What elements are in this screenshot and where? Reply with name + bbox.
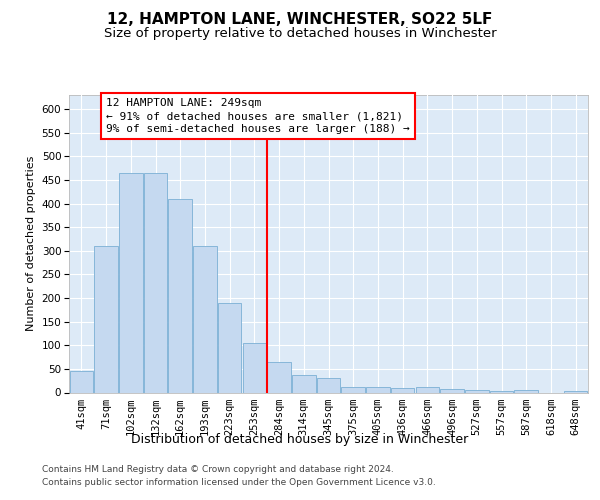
Bar bbox=[292, 375, 316, 392]
Bar bbox=[514, 390, 538, 392]
Bar bbox=[317, 378, 340, 392]
Bar bbox=[391, 388, 415, 392]
Bar bbox=[70, 371, 93, 392]
Text: Size of property relative to detached houses in Winchester: Size of property relative to detached ho… bbox=[104, 28, 496, 40]
Bar bbox=[268, 362, 291, 392]
Text: Contains HM Land Registry data © Crown copyright and database right 2024.: Contains HM Land Registry data © Crown c… bbox=[42, 466, 394, 474]
Bar bbox=[94, 246, 118, 392]
Bar bbox=[242, 343, 266, 392]
Bar bbox=[490, 391, 513, 392]
Bar bbox=[465, 390, 488, 392]
Bar bbox=[193, 246, 217, 392]
Bar bbox=[169, 199, 192, 392]
Text: 12 HAMPTON LANE: 249sqm
← 91% of detached houses are smaller (1,821)
9% of semi-: 12 HAMPTON LANE: 249sqm ← 91% of detache… bbox=[106, 98, 410, 134]
Text: Distribution of detached houses by size in Winchester: Distribution of detached houses by size … bbox=[131, 432, 469, 446]
Bar bbox=[341, 387, 365, 392]
Bar bbox=[416, 387, 439, 392]
Y-axis label: Number of detached properties: Number of detached properties bbox=[26, 156, 36, 332]
Bar bbox=[144, 173, 167, 392]
Text: 12, HAMPTON LANE, WINCHESTER, SO22 5LF: 12, HAMPTON LANE, WINCHESTER, SO22 5LF bbox=[107, 12, 493, 28]
Bar bbox=[366, 387, 389, 392]
Bar bbox=[440, 388, 464, 392]
Bar bbox=[218, 303, 241, 392]
Text: Contains public sector information licensed under the Open Government Licence v3: Contains public sector information licen… bbox=[42, 478, 436, 487]
Bar bbox=[564, 390, 587, 392]
Bar bbox=[119, 173, 143, 392]
